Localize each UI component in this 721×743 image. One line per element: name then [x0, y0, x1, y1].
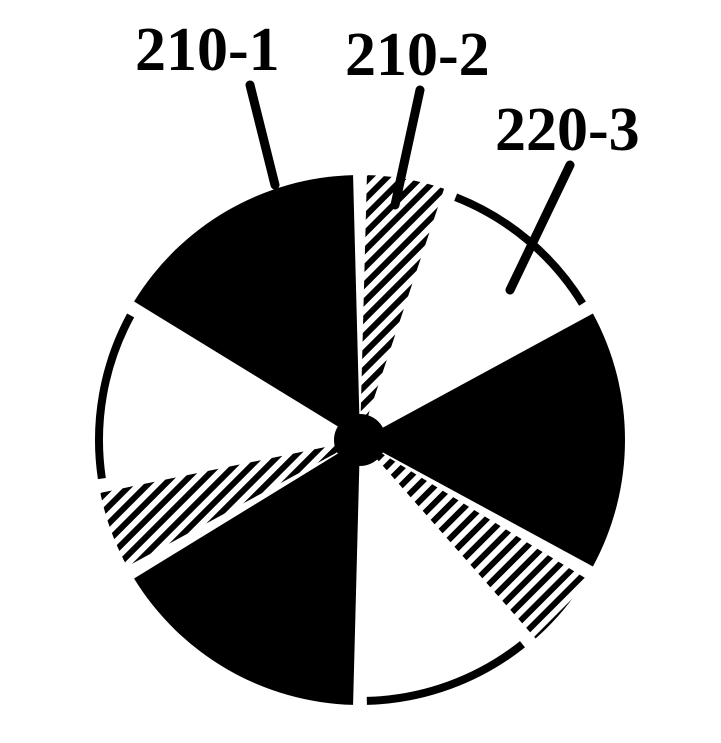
- callout-label-label-210-2: 210-2: [345, 21, 490, 89]
- wheel-hub: [334, 414, 386, 466]
- segmented-wheel: [95, 175, 625, 705]
- callout-label-label-220-3: 220-3: [495, 96, 640, 164]
- diagram-canvas: 210-1 210-2220-3: [0, 0, 721, 743]
- callout-label-label-210-1: 210-1: [135, 16, 280, 84]
- callout-leader-label-210-1: [250, 85, 275, 185]
